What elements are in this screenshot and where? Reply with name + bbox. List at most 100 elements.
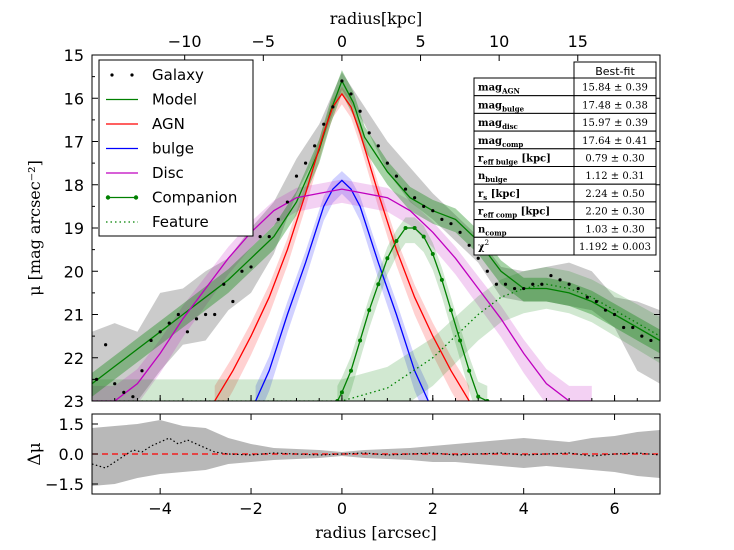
table-param-symbol: mag — [478, 136, 502, 147]
galaxy-point — [467, 243, 471, 247]
legend-marker-companion — [133, 195, 139, 200]
galaxy-point — [258, 235, 262, 239]
y-tick-label: 16 — [64, 89, 84, 108]
galaxy-point — [413, 196, 417, 200]
table-param-superscript: 2 — [485, 239, 489, 247]
table-param-subscript: comp — [502, 140, 523, 149]
galaxy-point — [285, 200, 289, 204]
table-param-label: magAGN — [478, 83, 520, 96]
galaxy-point — [113, 382, 117, 386]
table-param-label: magdisc — [478, 118, 518, 131]
galaxy-point — [449, 222, 453, 226]
res-y-tick-label: 0.0 — [59, 445, 84, 464]
table-param-subscript: comp — [485, 228, 506, 237]
table-param-symbol: r — [478, 207, 484, 218]
companion-point — [349, 368, 354, 373]
series-agn — [214, 92, 470, 401]
galaxy-point — [576, 286, 580, 291]
legend-label-model: Model — [152, 91, 197, 109]
table-param-subscript: eff comp — [483, 211, 517, 220]
galaxy-point — [476, 256, 480, 260]
galaxy-point — [294, 174, 299, 178]
band-bulge — [255, 171, 429, 401]
companion-point — [403, 226, 408, 230]
table-value: 2.24 ± 0.50 — [585, 189, 644, 200]
table-param-label: reff bulge [kpc] — [478, 154, 551, 167]
table-param-symbol: mag — [478, 100, 502, 111]
table-value: 1.03 ± 0.30 — [585, 224, 644, 235]
companion-point — [412, 226, 417, 230]
top-axis-label: radius[kpc] — [330, 9, 422, 28]
table-value: 0.79 ± 0.30 — [585, 154, 644, 165]
galaxy-point — [331, 105, 335, 109]
x-tick-label: −4 — [148, 499, 172, 518]
kpc-tick-label: −5 — [252, 32, 276, 51]
table-param-symbol: χ — [478, 242, 485, 253]
galaxy-point — [349, 92, 353, 96]
galaxy-point — [440, 217, 444, 221]
legend-label-bulge: bulge — [152, 140, 194, 158]
legend-marker-companion — [105, 195, 111, 200]
galaxy-point — [612, 312, 617, 317]
galaxy-point — [322, 122, 326, 126]
galaxy-point — [340, 79, 344, 83]
x-tick-label: 4 — [519, 499, 529, 518]
galaxy-point — [231, 299, 235, 304]
series-model — [92, 79, 660, 385]
table-param-label: rs [kpc] — [478, 189, 520, 202]
table-param-label: nbulge — [478, 171, 508, 184]
table-value: 15.97 ± 0.39 — [582, 118, 648, 129]
band-disc — [92, 179, 592, 401]
band-agn — [214, 86, 470, 401]
x-axis-label: radius [arcsec] — [315, 523, 436, 542]
galaxy-point — [94, 377, 99, 381]
series-feature — [92, 283, 660, 401]
legend-marker-galaxy — [130, 73, 134, 77]
galaxy-point — [485, 269, 489, 273]
table-value: 1.192 ± 0.003 — [579, 242, 651, 253]
table-param-unit: [kpc] — [487, 189, 520, 200]
companion-point — [394, 238, 399, 243]
table-header: Best-fit — [595, 65, 635, 78]
legend-label-feature: Feature — [152, 213, 209, 231]
table-param-label: magcomp — [478, 136, 523, 149]
res-y-tick-label: −1.5 — [45, 475, 84, 494]
galaxy-point — [367, 131, 371, 135]
galaxy-point — [358, 109, 362, 113]
table-param-symbol: r — [478, 189, 484, 200]
galaxy-point — [267, 235, 271, 239]
galaxy-point — [158, 330, 162, 334]
galaxy-point — [531, 282, 535, 286]
galaxy-point — [104, 343, 108, 347]
table-value: 17.64 ± 0.41 — [582, 136, 648, 147]
galaxy-point — [512, 286, 517, 291]
galaxy-point — [303, 161, 308, 165]
galaxy-point — [222, 282, 226, 286]
kpc-tick-label: 0 — [337, 32, 347, 51]
residual-y-label: Δμ — [25, 442, 45, 465]
galaxy-point — [313, 144, 317, 148]
legend-marker-galaxy — [110, 73, 114, 77]
galaxy-point — [640, 334, 644, 338]
galaxy-point — [558, 278, 562, 282]
galaxy-point — [185, 330, 190, 334]
legend-label-agn: AGN — [152, 115, 185, 133]
table-value: 2.20 ± 0.30 — [585, 207, 644, 218]
galaxy-point — [204, 312, 208, 317]
x-tick-label: 0 — [337, 499, 347, 518]
y-tick-label: 17 — [64, 133, 84, 152]
x-tick-label: 6 — [609, 499, 619, 518]
galaxy-point — [131, 395, 135, 399]
galaxy-point — [431, 209, 435, 213]
galaxy-point — [567, 282, 571, 286]
galaxy-point — [503, 282, 508, 286]
galaxy-point — [622, 325, 626, 330]
table-param-label: ncomp — [478, 224, 507, 237]
table-value-cell — [573, 236, 657, 256]
companion-point — [385, 256, 390, 261]
legend-label-companion: Companion — [152, 189, 237, 207]
galaxy-point — [422, 204, 426, 208]
galaxy-point — [149, 338, 153, 343]
companion-point — [439, 277, 444, 282]
